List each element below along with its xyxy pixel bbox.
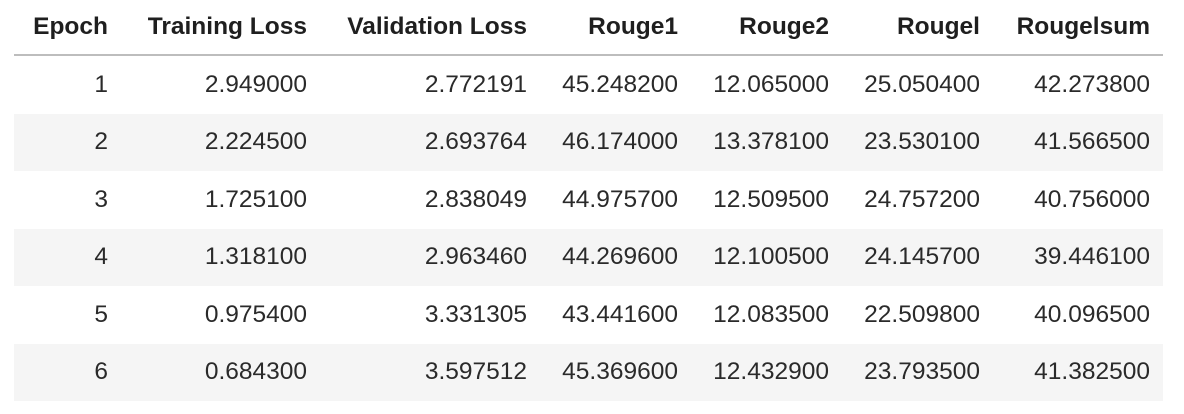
cell-rougelsum: 42.273800 [1034,70,1150,98]
cell-epoch: 3 [94,185,108,213]
cell-rougelsum: 40.096500 [1034,300,1150,328]
cell-rouge1: 45.369600 [540,343,691,401]
cell-rouge2: 12.509500 [713,185,829,213]
cell-rouge1: 45.248200 [562,70,678,98]
cell-rouge1: 43.441600 [562,300,678,328]
training-metrics-table-container: Epoch Training Loss Validation Loss Roug… [14,0,1163,401]
cell-validation-loss: 3.597512 [320,343,540,401]
column-header-rouge2: Rouge2 [691,0,842,56]
cell-rougelsum: 41.566500 [993,113,1163,171]
cell-training-loss: 0.975400 [204,300,307,328]
cell-validation-loss: 2.838049 [424,185,527,213]
cell-rougel: 24.145700 [842,228,993,286]
cell-training-loss: 1.725100 [204,185,307,213]
table-row: 3 1.725100 2.838049 44.975700 12.509500 … [14,171,1163,229]
cell-rouge2: 12.065000 [713,70,829,98]
column-header-rougel: Rougel [842,0,993,56]
cell-rouge1: 46.174000 [540,113,691,171]
cell-validation-loss: 2.693764 [320,113,540,171]
cell-rouge2: 13.378100 [691,113,842,171]
cell-rougel: 23.793500 [842,343,993,401]
column-header-epoch: Epoch [14,0,121,56]
cell-rouge1: 44.975700 [562,185,678,213]
cell-training-loss: 2.224500 [121,113,320,171]
cell-rouge2: 12.083500 [713,300,829,328]
cell-epoch: 1 [94,70,108,98]
cell-validation-loss: 2.963460 [320,228,540,286]
cell-rougel: 22.509800 [864,300,980,328]
cell-rougel: 24.757200 [864,185,980,213]
cell-epoch: 6 [14,343,121,401]
table-row: 2 2.224500 2.693764 46.174000 13.378100 … [14,113,1163,171]
column-header-training-loss: Training Loss [121,0,320,56]
cell-validation-loss: 2.772191 [424,70,527,98]
table-header-row: Epoch Training Loss Validation Loss Roug… [14,0,1163,56]
cell-rougelsum: 41.382500 [993,343,1163,401]
cell-training-loss: 1.318100 [121,228,320,286]
cell-epoch: 2 [14,113,121,171]
cell-rougel: 25.050400 [864,70,980,98]
table-row: 6 0.684300 3.597512 45.369600 12.432900 … [14,343,1163,401]
cell-rouge2: 12.100500 [691,228,842,286]
table-row: 4 1.318100 2.963460 44.269600 12.100500 … [14,228,1163,286]
cell-rougel: 23.530100 [842,113,993,171]
cell-epoch: 5 [94,300,108,328]
cell-rouge2: 12.432900 [691,343,842,401]
table-row: 1 2.949000 2.772191 45.248200 12.065000 … [14,55,1163,114]
cell-training-loss: 0.684300 [121,343,320,401]
cell-rouge1: 44.269600 [540,228,691,286]
column-header-validation-loss: Validation Loss [320,0,540,56]
cell-validation-loss: 3.331305 [424,300,527,328]
cell-rougelsum: 39.446100 [993,228,1163,286]
table-row: 5 0.975400 3.331305 43.441600 12.083500 … [14,286,1163,344]
cell-rougelsum: 40.756000 [1034,185,1150,213]
column-header-rouge1: Rouge1 [540,0,691,56]
column-header-rougelsum: Rougelsum [993,0,1163,56]
cell-epoch: 4 [14,228,121,286]
cell-training-loss: 2.949000 [204,70,307,98]
training-metrics-table: Epoch Training Loss Validation Loss Roug… [14,0,1163,401]
